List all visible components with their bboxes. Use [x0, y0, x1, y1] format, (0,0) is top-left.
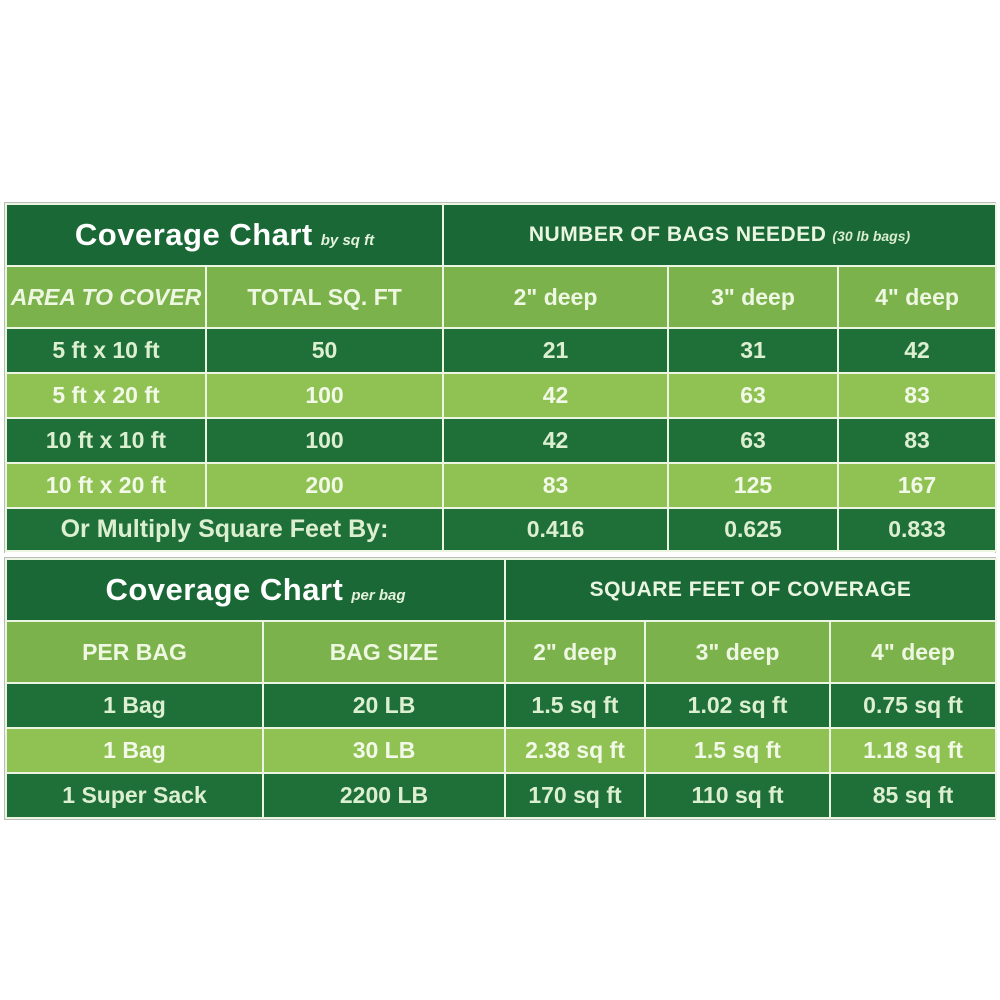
table-cell: 2.38 sq ft	[504, 727, 647, 774]
table-cell: 42	[837, 327, 998, 374]
table-cell: 85 sq ft	[829, 772, 998, 819]
table-cell: 42	[442, 417, 670, 464]
column-header-bag-size: BAG SIZE	[261, 620, 507, 684]
table-separator	[5, 552, 995, 558]
column-header-4in-deep: 4" deep	[837, 265, 998, 329]
table2-title: Coverage Chart	[105, 572, 344, 607]
table1-right-header-cell: NUMBER OF BAGS NEEDED (30 lb bags)	[442, 203, 998, 267]
table-cell: 1 Bag	[5, 727, 264, 774]
column-header-3in-deep: 3" deep	[644, 620, 832, 684]
table-cell: 0.75 sq ft	[829, 682, 998, 729]
table-cell: 1.02 sq ft	[644, 682, 832, 729]
coverage-charts: Coverage Chart by sq ft NUMBER OF BAGS NE…	[4, 203, 998, 819]
table-cell: 100	[204, 417, 445, 464]
coverage-table-per-bag: Coverage Chart per bag SQUARE FEET OF COV…	[4, 558, 998, 819]
table2-right-header-cell: SQUARE FEET OF COVERAGE	[504, 558, 998, 622]
coverage-table-by-sqft: Coverage Chart by sq ft NUMBER OF BAGS NE…	[4, 203, 998, 552]
table-cell: 50	[204, 327, 445, 374]
table1-title-subtitle: by sq ft	[320, 232, 375, 249]
table-cell: 83	[837, 417, 998, 464]
column-header-2in-deep: 2" deep	[442, 265, 670, 329]
table-cell: 5 ft x 10 ft	[5, 327, 207, 374]
table-cell: 1.5 sq ft	[504, 682, 647, 729]
table-cell: 125	[667, 462, 840, 509]
table-cell: 200	[204, 462, 445, 509]
multiplier-row: Or Multiply Square Feet By: 0.416 0.625 …	[4, 507, 998, 552]
table2-title-cell: Coverage Chart per bag	[4, 558, 507, 622]
column-header-total-sq-ft: TOTAL SQ. FT	[204, 265, 445, 329]
table-cell: 5 ft x 20 ft	[5, 372, 207, 419]
table-cell: 110 sq ft	[644, 772, 832, 819]
column-header-2in-deep: 2" deep	[504, 620, 647, 684]
table-cell: 63	[667, 417, 840, 464]
table-cell: 31	[667, 327, 840, 374]
table-cell: 20 LB	[261, 682, 507, 729]
table-cell: 2200 LB	[261, 772, 507, 819]
column-header-area-to-cover: AREA TO COVER	[5, 265, 207, 329]
table1-right-header: NUMBER OF BAGS NEEDED	[528, 223, 827, 246]
table-cell: 63	[667, 372, 840, 419]
table-cell: 10 ft x 20 ft	[5, 462, 207, 509]
column-header-4in-deep: 4" deep	[829, 620, 998, 684]
multiplier-value-3in: 0.625	[667, 507, 840, 552]
column-header-per-bag: PER BAG	[5, 620, 264, 684]
table-cell: 30 LB	[261, 727, 507, 774]
table-cell: 1.5 sq ft	[644, 727, 832, 774]
table-cell: 83	[442, 462, 670, 509]
table-cell: 83	[837, 372, 998, 419]
table-cell: 10 ft x 10 ft	[5, 417, 207, 464]
coverage-table-per-bag-frame: Coverage Chart per bag SQUARE FEET OF COV…	[4, 558, 998, 819]
table-row: 5 ft x 10 ft 50 21 31 42	[5, 327, 998, 374]
table1-title: Coverage Chart	[74, 217, 313, 252]
table2-title-subtitle: per bag	[351, 587, 406, 604]
table-cell: 170 sq ft	[504, 772, 647, 819]
table-row: 1 Bag 20 LB 1.5 sq ft 1.02 sq ft 0.75 sq…	[5, 682, 998, 729]
column-header-3in-deep: 3" deep	[667, 265, 840, 329]
table-row: 5 ft x 20 ft 100 42 63 83	[5, 372, 998, 419]
table-cell: 1.18 sq ft	[829, 727, 998, 774]
table-cell: 167	[837, 462, 998, 509]
table-cell: 1 Super Sack	[5, 772, 264, 819]
coverage-table-by-sqft-frame: Coverage Chart by sq ft NUMBER OF BAGS NE…	[4, 203, 998, 552]
multiplier-label: Or Multiply Square Feet By:	[4, 507, 445, 552]
table1-title-cell: Coverage Chart by sq ft	[4, 203, 445, 267]
table1-right-header-subtitle: (30 lb bags)	[832, 228, 911, 244]
table-cell: 21	[442, 327, 670, 374]
table-cell: 100	[204, 372, 445, 419]
table-row: 10 ft x 10 ft 100 42 63 83	[5, 417, 998, 464]
table-row: 1 Super Sack 2200 LB 170 sq ft 110 sq ft…	[5, 772, 998, 819]
table-cell: 1 Bag	[5, 682, 264, 729]
table-cell: 42	[442, 372, 670, 419]
table2-right-header: SQUARE FEET OF COVERAGE	[589, 578, 912, 601]
table-row: 1 Bag 30 LB 2.38 sq ft 1.5 sq ft 1.18 sq…	[5, 727, 998, 774]
multiplier-value-4in: 0.833	[837, 507, 998, 552]
table-row: 10 ft x 20 ft 200 83 125 167	[5, 462, 998, 509]
multiplier-value-2in: 0.416	[442, 507, 670, 552]
